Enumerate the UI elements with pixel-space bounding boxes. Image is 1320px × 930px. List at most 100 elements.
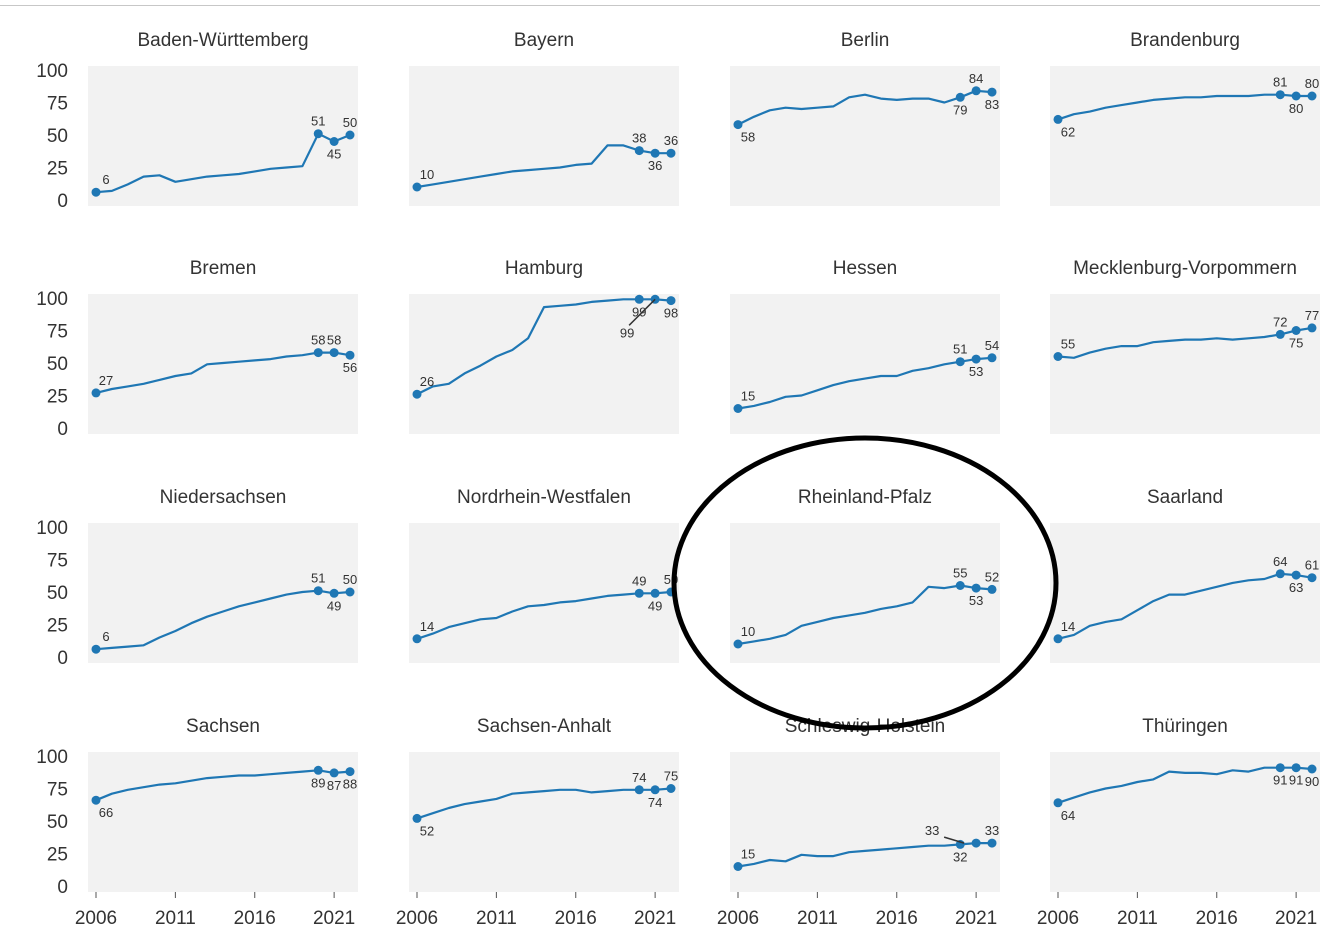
data-point (733, 120, 743, 130)
data-point (91, 644, 101, 654)
panel-background (88, 752, 358, 892)
data-label: 50 (343, 115, 357, 130)
data-point (412, 389, 422, 399)
panel-title: Nordrhein-Westfalen (457, 487, 631, 508)
panel-background (1050, 523, 1320, 663)
data-point (345, 767, 355, 777)
y-tick-label: 75 (47, 322, 68, 343)
y-tick-label: 0 (57, 877, 68, 898)
panel-background (730, 752, 1000, 892)
x-tick-label: 2006 (75, 908, 117, 929)
data-point (329, 768, 339, 778)
data-label: 90 (1305, 774, 1319, 789)
series-line (1057, 93, 1312, 121)
data-label: 51 (311, 114, 325, 129)
data-label: 27 (99, 373, 113, 388)
panel-hamburg: Hamburg 26 99 99 98 (409, 258, 679, 434)
x-tick-label: 2016 (234, 908, 276, 929)
data-point (1307, 764, 1317, 774)
data-label: 55 (953, 566, 967, 581)
panel-background (409, 294, 679, 434)
data-point (971, 354, 981, 364)
panel-background (730, 523, 1000, 663)
y-tick-label: 100 (36, 61, 68, 82)
data-point (329, 588, 339, 598)
data-label: 53 (969, 593, 983, 608)
data-point (1291, 91, 1301, 101)
panel-background (1050, 294, 1320, 434)
data-label: 49 (648, 598, 662, 613)
data-point (987, 838, 997, 848)
panel-title: Berlin (841, 30, 890, 51)
y-tick-label: 0 (57, 419, 68, 440)
x-tick-label: 2006 (396, 908, 438, 929)
data-label: 45 (327, 147, 341, 162)
data-label: 10 (741, 624, 755, 639)
panel-background (1050, 66, 1320, 206)
data-point (666, 296, 676, 306)
data-point (971, 583, 981, 593)
panel-background (730, 66, 1000, 206)
y-tick-label: 50 (47, 126, 68, 147)
x-tick-label: 2011 (155, 908, 196, 929)
panel-sachsen: Sachsen 66 89 87 88 (88, 716, 358, 892)
data-label: 33 (925, 823, 939, 838)
series-line (737, 841, 992, 868)
data-label: 58 (741, 130, 755, 145)
data-point (1053, 352, 1063, 361)
data-label: 64 (1273, 554, 1287, 569)
x-tick-label: 2021 (955, 908, 997, 929)
panel-background (88, 523, 358, 663)
data-label: 88 (343, 777, 357, 792)
series-line (416, 144, 671, 189)
data-label: 99 (620, 325, 634, 340)
data-point (650, 148, 660, 158)
data-point (1053, 114, 1063, 124)
data-label: 53 (969, 364, 983, 379)
series-line (416, 787, 672, 820)
data-point (91, 795, 101, 805)
data-label: 15 (741, 389, 755, 404)
x-tick-label: 2021 (313, 908, 355, 929)
data-point (987, 584, 997, 594)
data-point (634, 146, 644, 156)
data-point (91, 187, 101, 197)
data-label: 56 (343, 360, 357, 375)
data-point (313, 765, 323, 775)
y-tick-label: 25 (47, 159, 68, 180)
series-line (737, 584, 993, 646)
data-point (313, 129, 323, 139)
y-tick-label: 25 (47, 845, 68, 866)
y-tick-label: 100 (36, 289, 68, 310)
x-tick-label: 2006 (717, 908, 759, 929)
data-label: 15 (741, 847, 755, 862)
data-label: 72 (1273, 314, 1287, 329)
data-point (955, 92, 965, 102)
data-point (666, 148, 676, 158)
data-label: 14 (1061, 619, 1075, 634)
data-label: 74 (648, 795, 662, 810)
panel-title: Sachsen (186, 716, 260, 737)
data-label: 64 (1061, 808, 1075, 823)
data-point (733, 862, 743, 871)
y-tick-label: 25 (47, 387, 68, 408)
data-label: 84 (969, 71, 983, 86)
y-tick-label: 75 (47, 780, 68, 801)
y-tick-label: 75 (47, 94, 68, 115)
data-label: 91 (1273, 773, 1287, 788)
y-tick-label: 100 (36, 747, 68, 768)
data-label: 6 (102, 629, 109, 644)
data-point (345, 130, 355, 140)
data-label: 52 (985, 569, 999, 584)
data-point (650, 785, 660, 795)
panel-title: Bayern (514, 30, 574, 51)
data-label: 62 (1061, 124, 1075, 139)
panel-title: Mecklenburg-Vorpommern (1073, 258, 1297, 279)
data-label: 33 (985, 823, 999, 838)
data-point (634, 785, 644, 795)
y-tick-label: 50 (47, 812, 68, 833)
data-point (634, 294, 644, 304)
